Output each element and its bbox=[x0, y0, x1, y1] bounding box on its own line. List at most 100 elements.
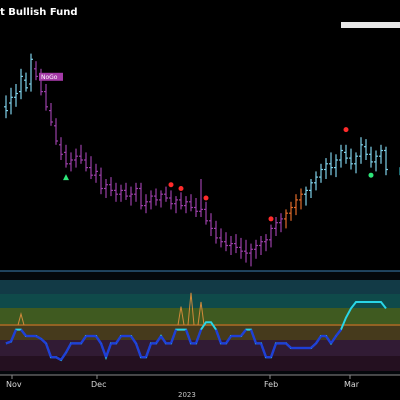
candle bbox=[69, 152, 73, 172]
oscillator-low-segment bbox=[285, 342, 292, 349]
candle bbox=[174, 196, 178, 214]
candle bbox=[44, 84, 48, 111]
candle bbox=[64, 144, 68, 168]
oscillator-low-segment bbox=[184, 329, 193, 344]
candle bbox=[134, 182, 138, 202]
oscillator-low-segment bbox=[130, 335, 137, 345]
candle bbox=[349, 148, 353, 170]
oscillator-low-segment bbox=[249, 329, 258, 344]
sell-signal bbox=[268, 216, 274, 222]
oscillator-low-segment bbox=[80, 335, 87, 345]
candle bbox=[264, 234, 268, 252]
oscillator-spike bbox=[177, 306, 185, 326]
candle bbox=[199, 179, 203, 217]
candle bbox=[284, 209, 288, 229]
chart-title: t Bullish Fund bbox=[0, 7, 78, 18]
x-axis-tick-label: Mar bbox=[344, 380, 360, 389]
buy-signal bbox=[63, 174, 69, 181]
x-axis-year-label: 2023 bbox=[178, 391, 196, 399]
candle bbox=[129, 186, 133, 206]
annotation-badge bbox=[39, 72, 63, 81]
candle bbox=[139, 182, 143, 210]
oscillator-low-segment bbox=[5, 340, 12, 345]
candle bbox=[29, 53, 33, 92]
candle bbox=[294, 194, 298, 216]
candle bbox=[354, 152, 358, 174]
price-candles bbox=[4, 53, 388, 267]
candle bbox=[89, 156, 93, 179]
oscillator-low-segment bbox=[9, 329, 18, 343]
candle bbox=[344, 144, 348, 164]
oscillator-spikes bbox=[17, 292, 205, 326]
candle bbox=[34, 61, 38, 81]
oscillator-band-6 bbox=[0, 356, 400, 371]
oscillator-spike bbox=[197, 301, 205, 326]
candle bbox=[204, 201, 208, 225]
oscillator-band-3 bbox=[0, 308, 400, 324]
candle bbox=[119, 184, 123, 202]
sell-signal bbox=[343, 127, 349, 133]
candle bbox=[244, 239, 248, 263]
oscillator-band-5 bbox=[0, 340, 400, 356]
candle bbox=[74, 148, 78, 168]
top-right-bar bbox=[341, 22, 400, 28]
candle bbox=[19, 68, 23, 100]
candle bbox=[324, 158, 328, 179]
candle bbox=[84, 152, 88, 172]
oscillator-low-segment bbox=[259, 342, 268, 358]
oscillator-low-segment bbox=[144, 342, 153, 358]
candle bbox=[164, 186, 168, 202]
oscillator-low-segment bbox=[194, 329, 203, 344]
candle bbox=[4, 95, 8, 119]
candle bbox=[219, 228, 223, 248]
oscillator-low-segment bbox=[325, 335, 332, 345]
candle bbox=[309, 179, 313, 198]
oscillator-low-segment bbox=[214, 329, 223, 344]
oscillator-low-segment bbox=[55, 356, 62, 362]
candle bbox=[49, 103, 53, 126]
oscillator-low-segment bbox=[315, 335, 322, 345]
candle bbox=[179, 192, 183, 210]
candle bbox=[114, 182, 118, 202]
oscillator-low-segment bbox=[40, 337, 47, 345]
candle bbox=[144, 194, 148, 214]
candle bbox=[9, 87, 13, 115]
candle bbox=[299, 188, 303, 210]
candle bbox=[104, 179, 108, 198]
candle bbox=[379, 144, 383, 164]
candle bbox=[249, 243, 253, 267]
candle bbox=[269, 224, 273, 248]
oscillator-low-segment bbox=[269, 342, 278, 358]
candle bbox=[319, 163, 323, 183]
candle bbox=[194, 198, 198, 217]
sell-signal bbox=[168, 182, 174, 188]
candle bbox=[329, 152, 333, 176]
x-axis: Nov Dec Feb Mar 2023 bbox=[6, 375, 360, 399]
candle bbox=[374, 150, 378, 172]
oscillator-spike bbox=[187, 292, 195, 326]
annotation-label: NoGo bbox=[41, 74, 58, 81]
oscillator-low-segment bbox=[335, 328, 342, 337]
candle bbox=[214, 220, 218, 244]
candle bbox=[234, 234, 238, 254]
candle bbox=[59, 137, 63, 160]
candle bbox=[289, 201, 293, 221]
oscillator-low-segment bbox=[44, 342, 53, 358]
annotation-nogo: NoGo bbox=[39, 72, 63, 81]
candle bbox=[159, 190, 163, 208]
candle bbox=[149, 190, 153, 210]
candle bbox=[384, 146, 388, 176]
oscillator-low-segment bbox=[60, 351, 67, 361]
oscillator-low-segment bbox=[169, 329, 178, 344]
oscillator-low-segment bbox=[160, 335, 167, 345]
candle bbox=[14, 84, 18, 107]
candle bbox=[79, 144, 83, 164]
candle bbox=[209, 213, 213, 236]
candle bbox=[54, 118, 58, 145]
candle bbox=[359, 137, 363, 164]
oscillator-spike bbox=[17, 312, 25, 326]
oscillator-low-segment bbox=[310, 342, 317, 349]
oscillator-band-1 bbox=[0, 280, 400, 294]
candle bbox=[24, 72, 28, 92]
